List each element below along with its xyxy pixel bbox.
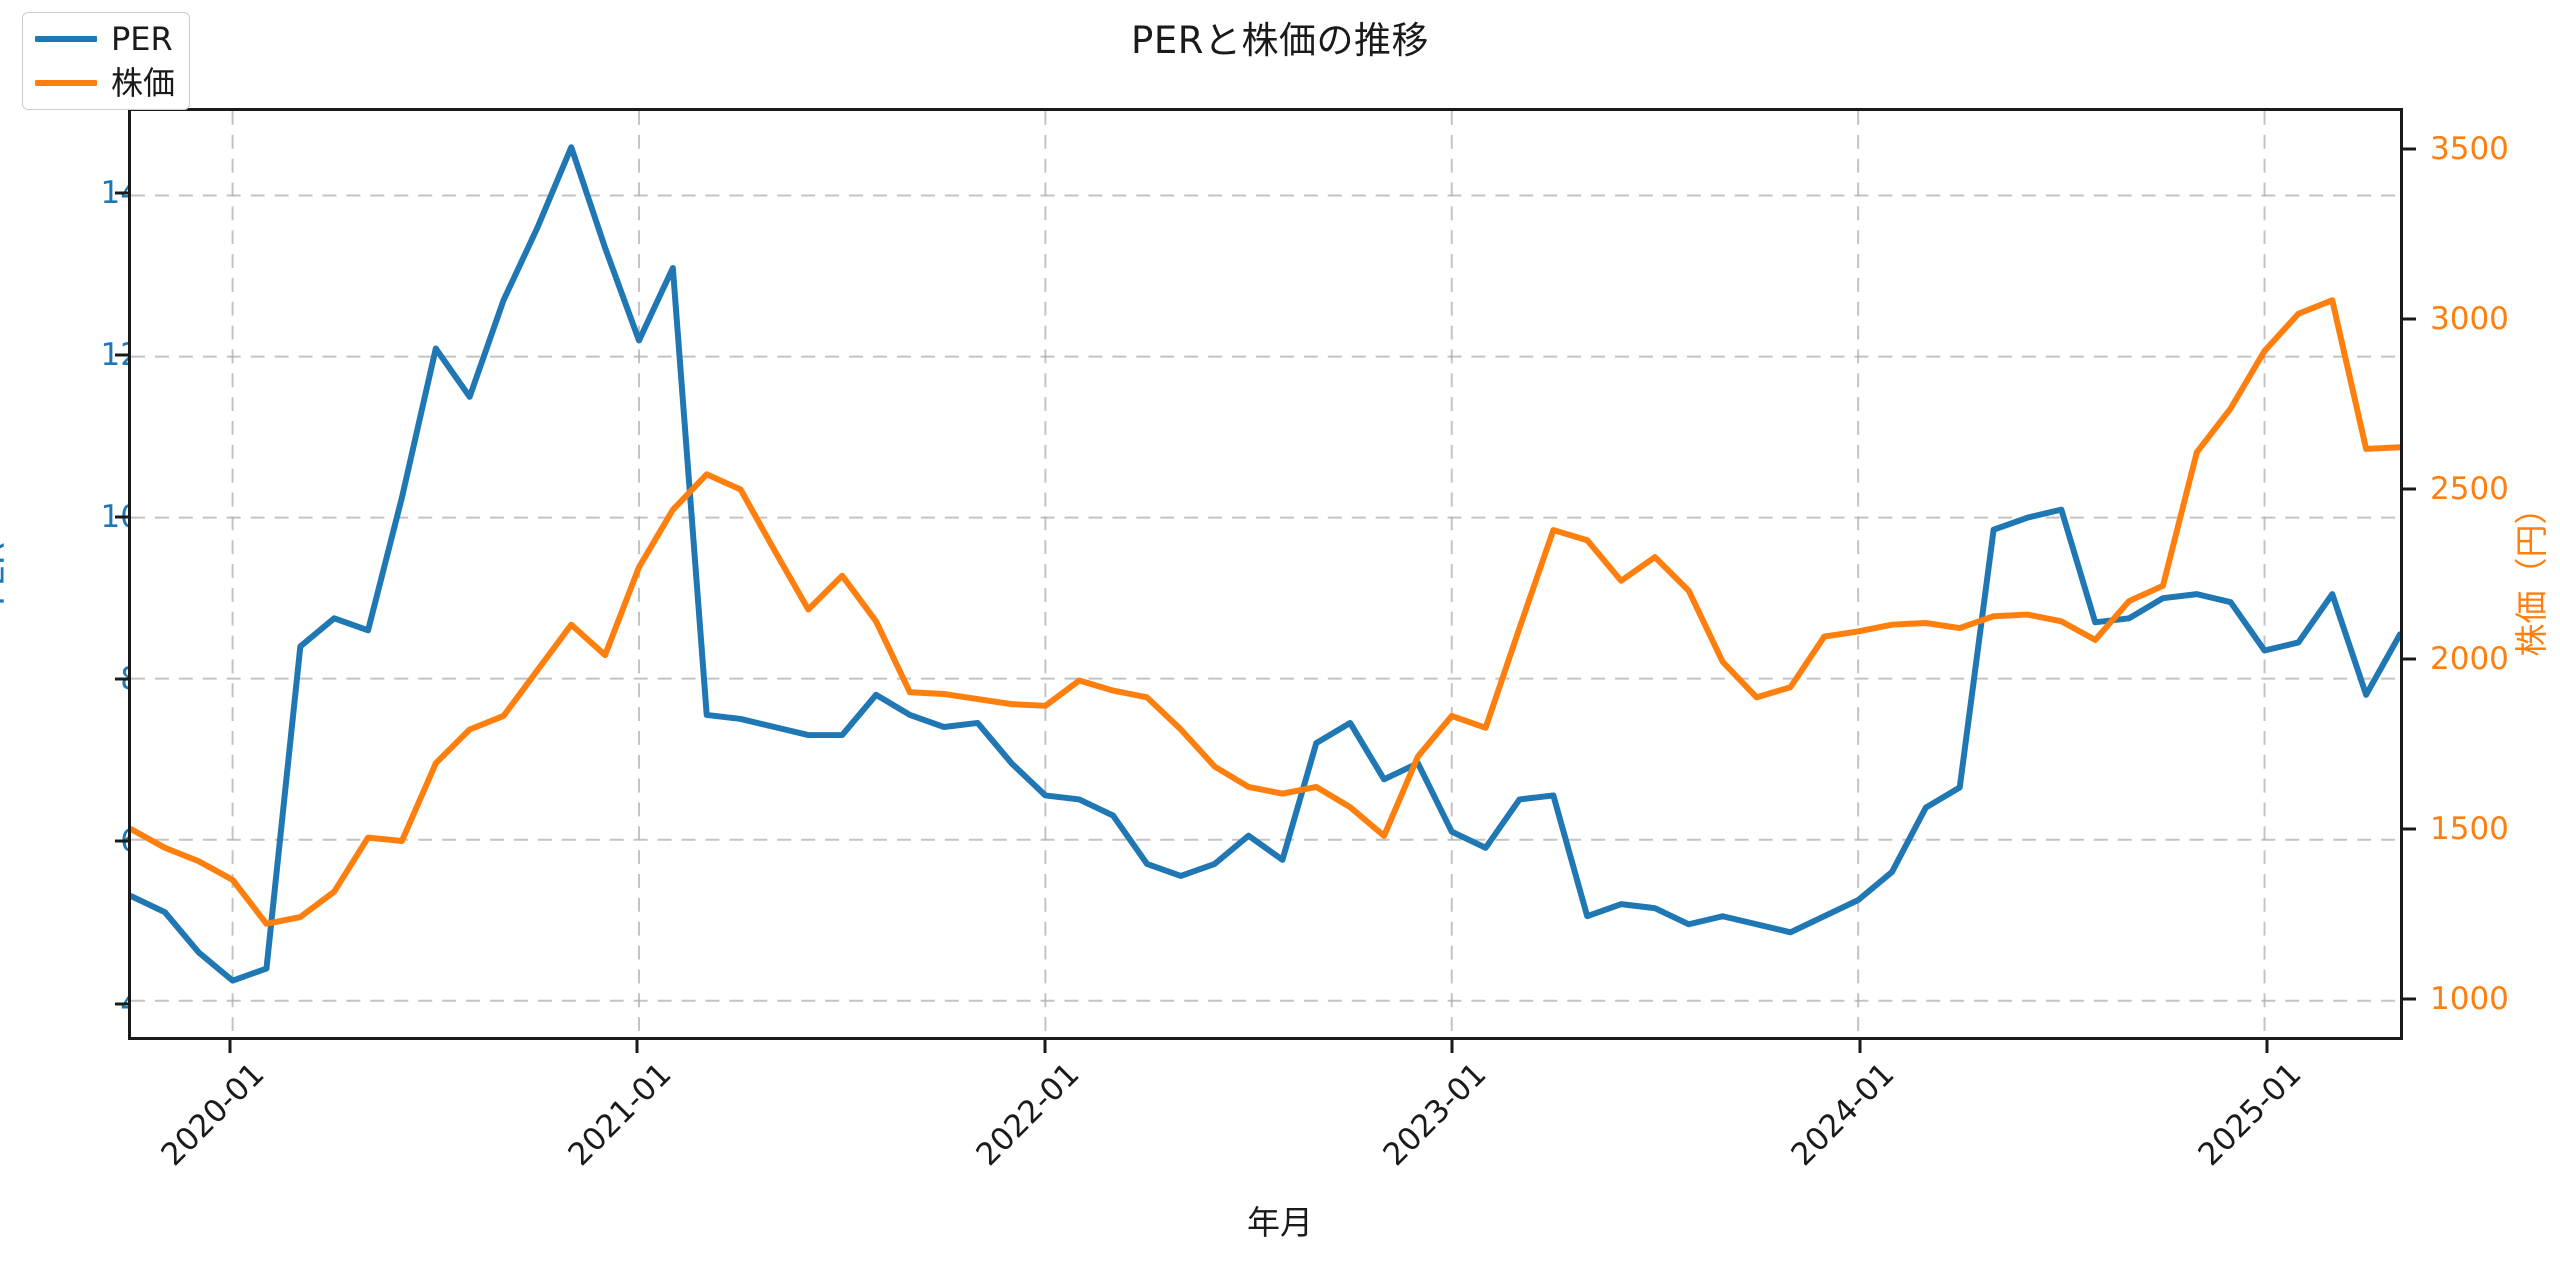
x-axis-tick-mark: [228, 1040, 232, 1053]
x-axis-tick-mark: [1043, 1040, 1047, 1053]
y-axis-right-tick-label: 2500: [2430, 470, 2509, 507]
y-axis-right-tick-label: 2000: [2430, 641, 2509, 678]
y-axis-right-tick-label: 1500: [2430, 811, 2509, 848]
y-axis-right-tick-mark: [2403, 317, 2416, 321]
y-axis-right-tick-label: 3000: [2430, 300, 2509, 337]
y-axis-left-tick-mark: [115, 191, 128, 195]
y-axis-right-tick-label: 3500: [2430, 130, 2509, 167]
x-axis-tick-mark: [1450, 1040, 1454, 1053]
y-axis-left-tick-mark: [115, 677, 128, 681]
legend-item-kabuka: 株価: [35, 67, 175, 99]
y-axis-right-label: 株価（円）: [2512, 491, 2551, 657]
x-axis-tick-label: 2024-01: [1784, 1056, 1902, 1174]
y-axis-left-tick-mark: [115, 1002, 128, 1006]
legend-item-per: PER: [35, 23, 175, 55]
chart-title: PERと株価の推移: [1131, 19, 1429, 62]
y-axis-right-tick-mark: [2403, 147, 2416, 151]
x-axis-tick-mark: [635, 1040, 639, 1053]
legend-swatch-kabuka: [35, 80, 97, 86]
x-axis-tick-mark: [2265, 1040, 2269, 1053]
legend-label-per: PER: [111, 20, 173, 58]
y-axis-right-tick-mark: [2403, 487, 2416, 491]
y-axis-left-tick-mark: [115, 515, 128, 519]
chart-legend: PER 株価: [22, 12, 191, 110]
data-lines: [131, 144, 2400, 984]
y-axis-left-tick-mark: [115, 353, 128, 357]
x-axis-tick-label: 2020-01: [154, 1056, 272, 1174]
y-axis-right-tick-mark: [2403, 827, 2416, 831]
x-axis-label: 年月: [1247, 1203, 1313, 1242]
x-axis-tick-label: 2022-01: [969, 1056, 1087, 1174]
y-axis-left-tick-mark: [115, 839, 128, 843]
legend-label-kabuka: 株価: [111, 64, 176, 102]
x-axis-tick-label: 2021-01: [561, 1056, 679, 1174]
x-axis-tick-label: 2025-01: [2191, 1056, 2309, 1174]
y-axis-right-tick-mark: [2403, 997, 2416, 1001]
y-axis-right-tick-label: 1000: [2430, 981, 2509, 1018]
x-axis-tick-mark: [1858, 1040, 1862, 1053]
y-axis-left-label: PER: [0, 542, 12, 606]
x-axis-tick-label: 2023-01: [1376, 1056, 1494, 1174]
plot-area: [128, 108, 2403, 1040]
y-axis-right-tick-mark: [2403, 657, 2416, 661]
legend-swatch-per: [35, 36, 97, 42]
